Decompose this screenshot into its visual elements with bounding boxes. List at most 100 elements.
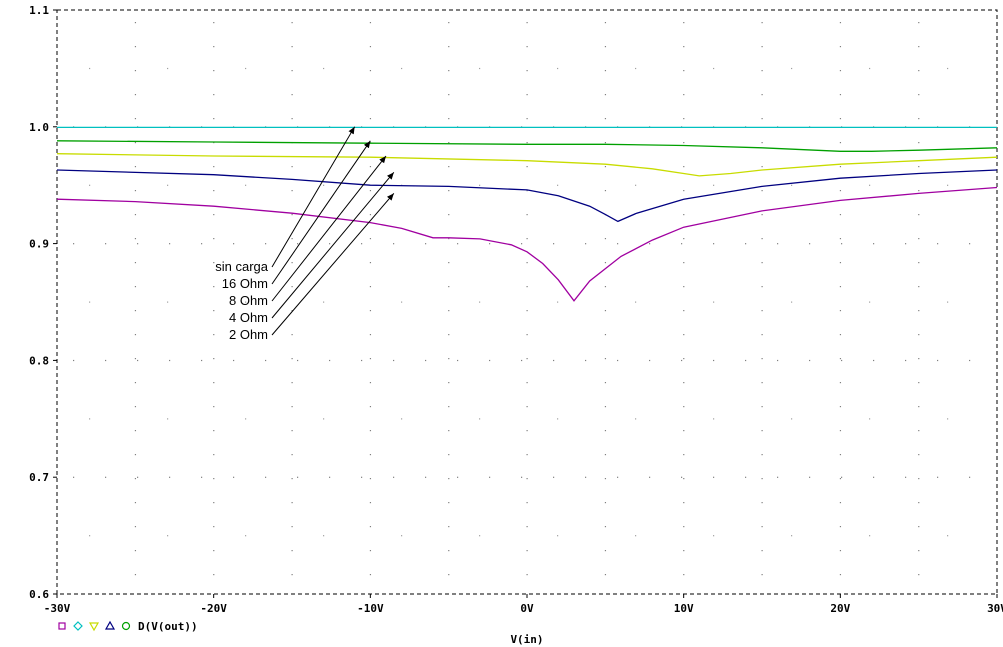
grid-dot (448, 118, 450, 120)
grid-dot (918, 550, 920, 552)
grid-dot (683, 70, 685, 72)
legend-label: D(V(out)) (138, 620, 198, 633)
grid-dot (937, 359, 939, 362)
grid-dot (761, 238, 763, 240)
grid-dot (213, 214, 215, 216)
grid-dot (448, 166, 450, 168)
grid-dot (369, 358, 372, 360)
grid-dot (947, 67, 949, 70)
grid-dot (683, 502, 685, 504)
y-tick-label: 0.6 (29, 588, 49, 601)
grid-dot (839, 214, 842, 216)
grid-dot (291, 46, 293, 48)
grid-dot (401, 301, 403, 303)
grid-dot (713, 243, 715, 245)
grid-dot (448, 190, 450, 192)
grid-dot (918, 286, 920, 288)
grid-dot (448, 478, 450, 480)
grid-dot (134, 574, 137, 576)
grid-dot (839, 526, 842, 528)
grid-dot (713, 476, 715, 478)
grid-dot (448, 286, 450, 288)
grid-dot (745, 476, 747, 478)
grid-dot (604, 358, 607, 360)
grid-dot (448, 46, 450, 48)
legend: D(V(out)) (58, 620, 198, 633)
series-line-3 (56, 153, 998, 177)
grid-dot (134, 214, 137, 216)
grid-dot (213, 238, 215, 240)
grid-dot (134, 382, 137, 384)
grid-dot (213, 502, 215, 504)
grid-dot (89, 535, 91, 537)
grid-dot (213, 94, 215, 96)
grid-dot (683, 262, 685, 264)
grid-dot (649, 476, 651, 478)
grid-dot (479, 418, 481, 420)
grid-dot (617, 359, 619, 362)
grid-dot (526, 478, 528, 480)
grid-dot (291, 286, 293, 288)
grid-dot (137, 476, 139, 478)
grid-dot (323, 418, 325, 420)
grid-dot (265, 243, 267, 245)
grid-dot (448, 454, 450, 456)
grid-dot (134, 406, 137, 408)
grid-dot (683, 238, 685, 240)
annotation-arrow (271, 193, 395, 336)
grid-dot (323, 184, 325, 186)
grid-dot (553, 476, 555, 478)
grid-dot (683, 406, 685, 408)
grid-dot (521, 243, 523, 245)
grid-dot (841, 243, 843, 245)
grid-dot (918, 70, 920, 72)
grid-dot (791, 418, 793, 420)
grid-dot (969, 476, 971, 478)
grid-dot (839, 502, 842, 504)
series-group (56, 126, 998, 302)
annotation-label: 4 Ohm (229, 310, 268, 325)
x-tick-label: 0V (520, 602, 534, 615)
annotations: sin carga 16 Ohm 8 Ohm 4 Ohm 2 Ohm (215, 126, 395, 342)
grid-dot (213, 334, 215, 336)
grid-dot (233, 243, 235, 245)
grid-dot (683, 46, 685, 48)
grid-dot (683, 550, 685, 552)
grid-dot (489, 243, 491, 245)
grid-dot (369, 46, 372, 48)
grid-dot (526, 94, 528, 96)
x-tick-label: -10V (357, 602, 384, 615)
grid-dot (448, 22, 450, 24)
grid-dot (457, 476, 459, 478)
grid-dot (681, 243, 683, 245)
grid-dot (649, 359, 651, 362)
grid-dot (604, 70, 607, 72)
grid-dot (761, 70, 763, 72)
grid-dot (809, 476, 811, 478)
grid-dot (839, 574, 842, 576)
grid-dot (369, 550, 372, 552)
legend-marker-circle (121, 621, 131, 631)
grid-dot (839, 358, 842, 360)
grid-dot (291, 454, 293, 456)
grid-dot (489, 476, 491, 478)
grid-dot (839, 22, 842, 24)
grid-dot (585, 359, 587, 362)
series-line-5 (56, 140, 998, 152)
grid-dot (526, 526, 528, 528)
grid-dot (809, 359, 811, 362)
grid-dot (291, 190, 293, 192)
grid-dot (761, 358, 763, 360)
grid-dot (918, 406, 920, 408)
grid-dot (761, 214, 763, 216)
grid-dot (791, 184, 793, 186)
grid-dot (526, 166, 528, 168)
grid-dot (448, 550, 450, 552)
grid-dot (839, 454, 842, 456)
grid-dot (604, 118, 607, 120)
grid-dot (73, 476, 75, 478)
grid-dot (635, 301, 637, 303)
grid-dot (809, 243, 811, 245)
grid-dot (557, 301, 559, 303)
grid-dot (761, 406, 763, 408)
